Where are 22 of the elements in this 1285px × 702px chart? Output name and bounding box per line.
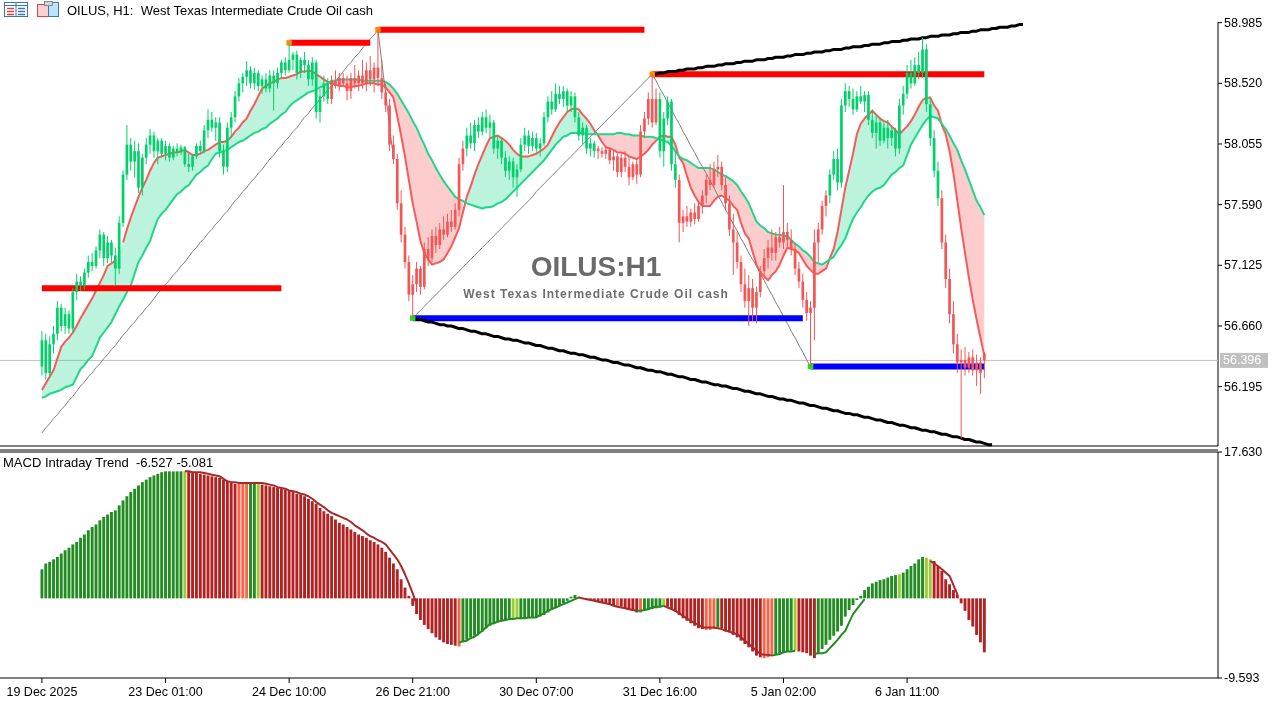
x-tick-label: 24 Dec 10:00 [251,685,327,699]
ref-line-label: 56.396 [1223,353,1262,368]
x-tick-label: 23 Dec 01:00 [128,685,203,699]
y-tick-label: 57.590 [1224,197,1263,212]
y-tick-label: 56.195 [1224,379,1263,394]
x-tick-label: 5 Jan 02:00 [750,685,817,699]
y-tick-label: 58.985 [1224,15,1263,30]
y-tick-label: -9.593 [1224,671,1260,685]
chart-title: MACD Intraday Trend -6.527 -5.081 [3,455,214,470]
y-tick-label: 58.055 [1224,136,1263,151]
x-tick-label: 31 Dec 16:00 [622,685,698,699]
annotation: OILUS:H1 [530,251,662,282]
annotation: West Texas Intermediate Crude Oil cash [463,287,729,301]
y-tick-label: 56.660 [1224,318,1263,333]
x-tick-label: 30 Dec 07:00 [499,685,574,699]
y-tick-label: 58.520 [1224,76,1263,91]
y-tick-label: 57.125 [1224,258,1263,273]
x-tick-label: 26 Dec 21:00 [375,685,450,699]
x-tick-label: 19 Dec 2025 [6,685,78,699]
y-tick-label: 17.630 [1224,445,1263,459]
chart-title: OILUS, H1: West Texas Intermediate Crude Oil cash [67,3,373,18]
x-tick-label: 6 Jan 11:00 [874,685,940,699]
